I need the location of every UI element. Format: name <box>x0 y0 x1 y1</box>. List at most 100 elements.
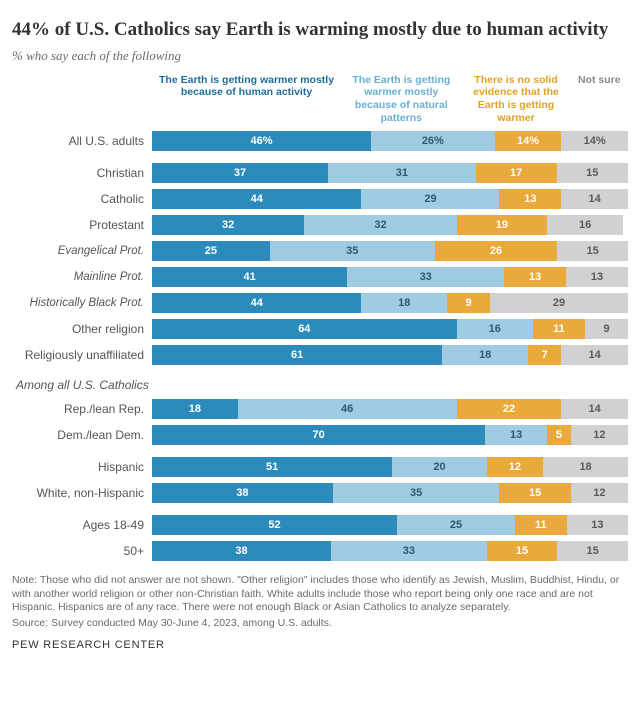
row-label: Hispanic <box>12 460 152 474</box>
bar-track: 4418929 <box>152 293 628 313</box>
bar-segment: 25 <box>397 515 515 535</box>
bar-segment: 13 <box>567 515 628 535</box>
bar-segment: 32 <box>152 215 304 235</box>
bar-segment: 41 <box>152 267 347 287</box>
bar-segment: 13 <box>485 425 547 445</box>
data-row: Catholic44291314 <box>12 188 628 210</box>
chart-subtitle: % who say each of the following <box>12 48 628 64</box>
bar-track: 46%26%14%14% <box>152 131 628 151</box>
bar-segment: 70 <box>152 425 485 445</box>
data-row: Religiously unaffiliated6118714 <box>12 344 628 366</box>
bar-segment: 16 <box>547 215 623 235</box>
bar-segment: 18 <box>361 293 447 313</box>
bar-segment: 13 <box>504 267 566 287</box>
bar-segment: 11 <box>515 515 567 535</box>
bar-segment: 18 <box>442 345 528 365</box>
data-row: Protestant32321916 <box>12 214 628 236</box>
bar-track: 32321916 <box>152 215 628 235</box>
row-label: Christian <box>12 166 152 180</box>
bar-track: 44291314 <box>152 189 628 209</box>
row-label: Catholic <box>12 192 152 206</box>
bar-segment: 5 <box>547 425 571 445</box>
bar-track: 6416119 <box>152 319 628 339</box>
bar-segment: 61 <box>152 345 442 365</box>
bar-segment: 33 <box>331 541 487 561</box>
data-row: Christian37311715 <box>12 162 628 184</box>
bar-segment: 31 <box>328 163 476 183</box>
chart-source: Source: Survey conducted May 30-June 4, … <box>12 617 628 629</box>
bar-segment: 26 <box>435 241 558 261</box>
bar-segment: 14 <box>561 189 628 209</box>
bar-track: 38351512 <box>152 483 628 503</box>
column-headers: The Earth is getting warmer mostly becau… <box>12 74 628 124</box>
data-row: Rep./lean Rep.18462214 <box>12 398 628 420</box>
data-row: All U.S. adults46%26%14%14% <box>12 130 628 152</box>
bar-segment: 51 <box>152 457 392 477</box>
row-label: Other religion <box>12 322 152 336</box>
data-row: Ages 18-4952251113 <box>12 514 628 536</box>
bar-track: 25352615 <box>152 241 628 261</box>
bar-segment: 14% <box>495 131 562 151</box>
bar-segment: 20 <box>392 457 486 477</box>
bar-segment: 46% <box>152 131 371 151</box>
bar-track: 6118714 <box>152 345 628 365</box>
bar-segment: 15 <box>557 241 628 261</box>
bar-segment: 14 <box>561 345 628 365</box>
data-row: Mainline Prot.41331313 <box>12 266 628 288</box>
chart-note: Note: Those who did not answer are not s… <box>12 574 628 615</box>
bar-segment: 14 <box>561 399 628 419</box>
bar-segment: 22 <box>457 399 562 419</box>
bar-segment: 12 <box>571 425 628 445</box>
bar-segment: 46 <box>238 399 457 419</box>
column-header: The Earth is getting warmer mostly becau… <box>341 74 461 124</box>
row-label: Historically Black Prot. <box>12 297 152 309</box>
section-heading: Among all U.S. Catholics <box>12 378 628 392</box>
bar-segment: 12 <box>571 483 628 503</box>
bar-segment: 64 <box>152 319 457 339</box>
bar-segment: 14% <box>561 131 628 151</box>
data-row: Other religion6416119 <box>12 318 628 340</box>
data-row: White, non-Hispanic38351512 <box>12 482 628 504</box>
bar-segment: 11 <box>533 319 585 339</box>
bar-track: 37311715 <box>152 163 628 183</box>
column-header: There is no solid evidence that the Eart… <box>462 74 571 124</box>
bar-segment: 12 <box>487 457 544 477</box>
row-label: Mainline Prot. <box>12 271 152 283</box>
bar-track: 7013512 <box>152 425 628 445</box>
bar-segment: 17 <box>476 163 557 183</box>
bar-segment: 15 <box>557 163 628 183</box>
bar-segment: 15 <box>499 483 570 503</box>
bar-segment: 44 <box>152 293 361 313</box>
row-label: Religiously unaffiliated <box>12 348 152 362</box>
bar-segment: 35 <box>270 241 435 261</box>
bar-segment: 9 <box>585 319 628 339</box>
bar-segment: 9 <box>447 293 490 313</box>
bar-segment: 18 <box>543 457 628 477</box>
column-header: The Earth is getting warmer mostly becau… <box>152 74 341 124</box>
row-label: 50+ <box>12 544 152 558</box>
bar-segment: 44 <box>152 189 361 209</box>
row-label: All U.S. adults <box>12 134 152 148</box>
row-label: Dem./lean Dem. <box>12 428 152 442</box>
data-row: 50+38331515 <box>12 540 628 562</box>
bar-segment: 32 <box>304 215 456 235</box>
chart-title: 44% of U.S. Catholics say Earth is warmi… <box>12 18 628 42</box>
bar-segment: 35 <box>333 483 500 503</box>
bar-segment: 19 <box>457 215 547 235</box>
row-label: Evangelical Prot. <box>12 245 152 257</box>
bar-segment: 13 <box>566 267 628 287</box>
bar-track: 52251113 <box>152 515 628 535</box>
bar-segment: 33 <box>347 267 504 287</box>
bar-segment: 37 <box>152 163 328 183</box>
bar-track: 51201218 <box>152 457 628 477</box>
chart-body: All U.S. adults46%26%14%14% Christian3731… <box>12 130 628 562</box>
bar-segment: 18 <box>152 399 238 419</box>
bar-segment: 38 <box>152 541 331 561</box>
data-row: Historically Black Prot.4418929 <box>12 292 628 314</box>
bar-segment: 52 <box>152 515 397 535</box>
bar-segment: 25 <box>152 241 270 261</box>
data-row: Dem./lean Dem.7013512 <box>12 424 628 446</box>
bar-segment: 29 <box>361 189 499 209</box>
bar-segment: 15 <box>487 541 558 561</box>
row-label: Protestant <box>12 218 152 232</box>
